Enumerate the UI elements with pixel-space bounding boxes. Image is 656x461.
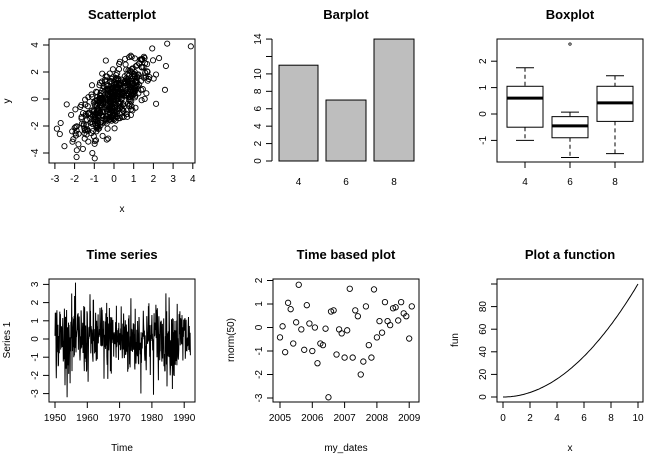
- scatter-xtick-label: 3: [170, 174, 176, 185]
- dates-xtick-label: 2005: [269, 413, 292, 424]
- bar-4: [278, 64, 319, 162]
- dates-frame: [272, 278, 420, 403]
- dates-xtick-label: 2007: [333, 413, 356, 424]
- scatter-ytick-label: -4: [30, 148, 41, 157]
- bar-ytick-label: 0: [253, 158, 264, 164]
- bar-xtick-label: 4: [296, 177, 302, 188]
- dates-title: Time based plot: [297, 247, 396, 262]
- ts-xlabel: Time: [111, 443, 133, 454]
- box-ytick-label: 1: [478, 84, 489, 90]
- dates-panel: Time based plot -3 -2 -1 0 1 2 2005 2006 2007 2008…: [226, 247, 421, 454]
- fun-panel: Plot a function 0 20 40 60 80 0 2 4 6 8 10 x fun: [450, 247, 644, 454]
- ts-ytick-label: 2: [30, 299, 41, 305]
- fun-ytick-label: 0: [478, 394, 489, 400]
- scatter-xtick-label: 1: [131, 174, 137, 185]
- dates-xtick-label: 2009: [398, 413, 421, 424]
- dates-xtick-label: 2008: [366, 413, 389, 424]
- fun-xtick-label: 2: [527, 413, 533, 424]
- box-group-4: [506, 67, 544, 141]
- fun-xtick-label: 0: [500, 413, 506, 424]
- scatter-xtick-label: 2: [151, 174, 157, 185]
- dates-ytick-label: 1: [254, 301, 265, 307]
- ts-ylabel: Series 1: [2, 321, 13, 358]
- bar-ytick-label: 2: [253, 140, 264, 146]
- bar-title: Barplot: [323, 7, 369, 22]
- bar-panel: Barplot 4 6 8 0 2 4 6 8 10 14: [253, 7, 415, 188]
- scatter-xlabel: x: [120, 204, 125, 215]
- ts-line: [54, 282, 191, 398]
- box-xtick-label: 8: [612, 177, 618, 188]
- scatter-ytick-label: 2: [30, 69, 41, 75]
- box-panel: Boxplot 4 6 8 -1 0 1 2: [478, 7, 644, 188]
- scatter-xtick-label: 0: [111, 174, 117, 185]
- dates-ytick-label: -2: [254, 370, 265, 379]
- dates-ytick-label: -3: [254, 393, 265, 402]
- bar-ytick-label: 4: [253, 123, 264, 129]
- bar-8: [373, 38, 415, 162]
- ts-ytick-label: 3: [30, 281, 41, 287]
- ts-xtick-label: 1950: [44, 413, 67, 424]
- bar-6: [325, 99, 367, 162]
- scatter-xtick-label: -3: [50, 174, 59, 185]
- fun-ytick-label: 40: [478, 346, 489, 358]
- ts-title: Time series: [86, 247, 157, 262]
- box-xtick-label: 6: [567, 177, 573, 188]
- ts-ytick-label: -2: [30, 371, 41, 380]
- ts-xtick-label: 1990: [173, 413, 196, 424]
- ts-ytick-label: -1: [30, 352, 41, 361]
- fun-ylabel: fun: [450, 333, 461, 347]
- ts-xtick-label: 1980: [141, 413, 164, 424]
- fun-xtick-label: 10: [632, 413, 644, 424]
- dates-points: [276, 281, 415, 401]
- ts-panel: Time series -3 -2 -1 0 1 2 3 1950 1960 1970 1980 199…: [2, 247, 196, 454]
- fun-ytick-label: 20: [478, 368, 489, 380]
- scatter-panel: Scatterplot -4 -2 0 2 4 -3 -2 -1 0 1 2 3 4 x y: [2, 7, 196, 215]
- ts-ytick-label: 1: [30, 318, 41, 324]
- dates-ytick-label: -1: [254, 346, 265, 355]
- bar-ytick-label: 14: [253, 33, 264, 45]
- scatter-title: Scatterplot: [88, 7, 157, 22]
- scatter-xtick-label: -2: [70, 174, 79, 185]
- dates-ytick-label: 0: [254, 324, 265, 330]
- dates-xlabel: my_dates: [324, 443, 367, 454]
- fun-title: Plot a function: [525, 247, 615, 262]
- scatter-xtick-label: -1: [90, 174, 99, 185]
- bar-xtick-label: 8: [391, 177, 397, 188]
- bar-ytick-label: 6: [253, 106, 264, 112]
- ts-ytick-label: -3: [30, 389, 41, 398]
- scatter-ytick-label: 0: [30, 96, 41, 102]
- fun-ytick-label: 80: [478, 301, 489, 313]
- fun-xtick-label: 4: [554, 413, 560, 424]
- fun-xtick-label: 8: [608, 413, 614, 424]
- ts-ytick-label: 0: [30, 336, 41, 342]
- fun-xlabel: x: [568, 443, 573, 454]
- scatter-points: [53, 40, 194, 162]
- box-ytick-label: -1: [478, 136, 489, 145]
- box-group-6: [551, 42, 589, 159]
- scatter-ylabel: y: [2, 99, 13, 104]
- fun-ytick-label: 60: [478, 323, 489, 335]
- box-group-8: [596, 75, 634, 155]
- fun-curve: [503, 283, 639, 398]
- ts-xtick-label: 1970: [108, 413, 131, 424]
- dates-ytick-label: 2: [254, 277, 265, 283]
- box-ytick-label: 0: [478, 111, 489, 117]
- scatter-xtick-label: 4: [190, 174, 196, 185]
- scatter-ytick-label: -2: [30, 121, 41, 130]
- box-title: Boxplot: [546, 7, 595, 22]
- scatter-ytick-label: 4: [30, 42, 41, 48]
- bar-ytick-label: 10: [253, 68, 264, 80]
- fun-xtick-label: 6: [581, 413, 587, 424]
- bar-ytick-label: 8: [253, 88, 264, 94]
- dates-ylabel: rnorm(50): [226, 318, 237, 362]
- bar-xtick-label: 6: [343, 177, 349, 188]
- box-xtick-label: 4: [522, 177, 528, 188]
- box-ytick-label: 2: [478, 58, 489, 64]
- fun-frame: [496, 278, 644, 403]
- dates-xtick-label: 2006: [301, 413, 324, 424]
- ts-xtick-label: 1960: [76, 413, 99, 424]
